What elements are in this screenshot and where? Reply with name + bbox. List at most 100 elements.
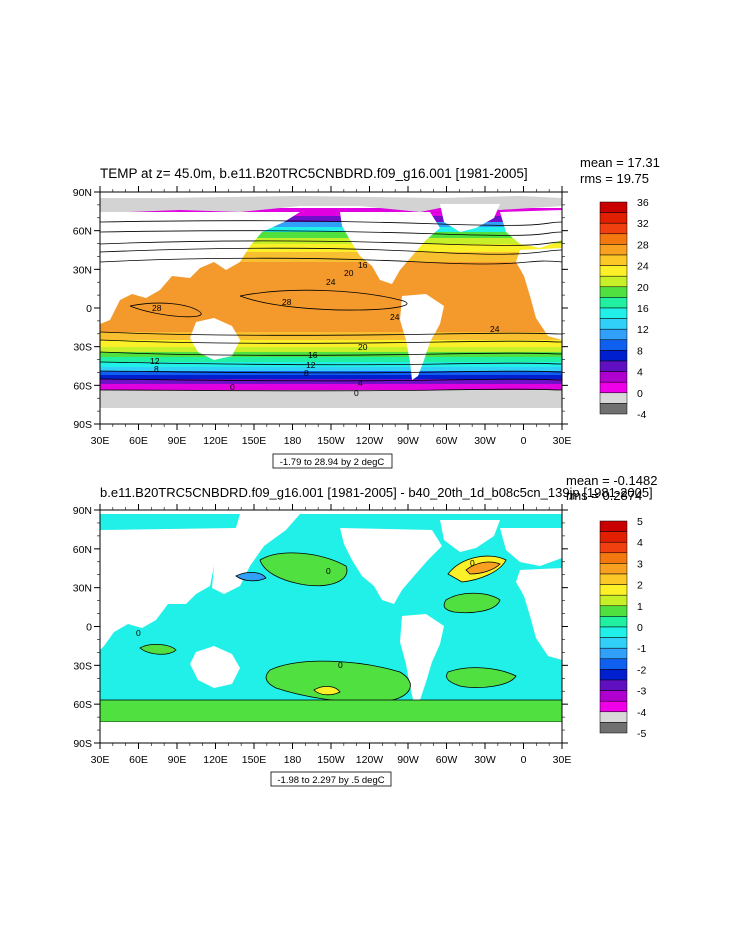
colorbar-swatch — [599, 254, 628, 266]
colorbar-label: 4 — [637, 367, 643, 379]
colorbar-label: 5 — [637, 516, 643, 528]
colorbar-swatch — [599, 318, 628, 330]
contour-label: 0 — [470, 558, 475, 568]
contour-label: 0 — [338, 660, 343, 670]
colorbar-label: 28 — [637, 239, 649, 251]
lon-label: 120W — [356, 435, 384, 447]
panel-1-colorbar: 36 32 28 24 20 16 12 8 4 0 -4 — [599, 197, 649, 421]
lat-label: 60N — [73, 544, 92, 556]
contour-label: 20 — [344, 268, 354, 278]
contour-label: 16 — [308, 350, 318, 360]
colorbar-swatch — [599, 637, 628, 649]
lon-label: 0 — [521, 435, 527, 447]
colorbar-label: 36 — [637, 197, 649, 209]
colorbar-swatch — [599, 350, 628, 362]
colorbar-swatch — [599, 690, 628, 702]
colorbar-swatch — [599, 371, 628, 383]
colorbar-swatch — [599, 328, 628, 341]
colorbar-swatch — [599, 520, 628, 532]
colorbar-swatch — [599, 275, 628, 288]
colorbar-label: 24 — [637, 261, 649, 273]
colorbar-swatch — [599, 297, 628, 309]
contour-label: 12 — [306, 360, 316, 370]
panel-1-range-box: -1.79 to 28.94 by 2 degC — [272, 453, 393, 469]
lat-label: 60S — [73, 380, 92, 392]
colorbar-swatch — [599, 381, 628, 394]
lat-label: 90S — [73, 419, 92, 431]
colorbar-label: -2 — [637, 664, 646, 676]
colorbar-label: 16 — [637, 303, 649, 315]
colorbar-swatch — [599, 233, 628, 245]
colorbar-swatch — [599, 584, 628, 596]
colorbar-swatch — [599, 711, 628, 723]
colorbar-label: 0 — [637, 388, 643, 400]
colorbar-swatch — [599, 658, 628, 670]
colorbar-swatch — [599, 392, 628, 404]
panel-2-title: b.e11.B20TRC5CNBDRD.f09_g16.001 [1981-20… — [100, 485, 653, 500]
colorbar-label: 1 — [637, 601, 643, 613]
lon-label: 0 — [521, 754, 527, 766]
colorbar-swatch — [599, 531, 628, 543]
panel-2-range-label: -1.98 to 2.297 by .5 degC — [277, 775, 384, 786]
colorbar-swatch — [599, 722, 628, 734]
colorbar-label: 2 — [637, 580, 643, 592]
contour-label: 28 — [152, 303, 162, 313]
lon-label: 180 — [284, 435, 302, 447]
contour-label: 12 — [150, 356, 160, 366]
lat-label: 90N — [73, 505, 92, 517]
contour-label: 16 — [358, 260, 368, 270]
contour-label: 0 — [354, 388, 359, 398]
lat-label: 30S — [73, 342, 92, 354]
lon-label: 150E — [242, 754, 267, 766]
lon-label: 90E — [168, 435, 187, 447]
contour-label: 0 — [230, 382, 235, 392]
colorbar-swatch — [599, 403, 628, 415]
panel-2-mean: mean = -0.1482 — [566, 473, 657, 488]
panel-1-title: TEMP at z= 45.0m, b.e11.B20TRC5CNBDRD.f0… — [100, 166, 528, 181]
lon-label: 60W — [436, 754, 458, 766]
lat-label: 0 — [86, 303, 92, 315]
lat-label: 30N — [73, 583, 92, 595]
lon-label: 60E — [129, 754, 148, 766]
lon-label: 150E — [242, 435, 267, 447]
lon-label: 30E — [553, 754, 572, 766]
colorbar-swatch — [599, 669, 628, 681]
colorbar-swatch — [599, 201, 628, 213]
colorbar-swatch — [599, 552, 628, 564]
colorbar-label: -3 — [637, 686, 646, 698]
colorbar-swatch — [599, 541, 628, 554]
panel-1-mean: mean = 17.31 — [580, 155, 660, 170]
panel-1-range-label: -1.79 to 28.94 by 2 degC — [280, 457, 385, 468]
lon-label: 90E — [168, 754, 187, 766]
lon-label: 30W — [474, 754, 496, 766]
lat-label: 90S — [73, 738, 92, 750]
lon-label: 30E — [553, 435, 572, 447]
colorbar-label: 20 — [637, 282, 649, 294]
colorbar-label: -1 — [637, 643, 646, 655]
lon-label: 90W — [397, 754, 419, 766]
contour-label: 24 — [390, 312, 400, 322]
lon-label: 150W — [317, 754, 345, 766]
lat-label: 0 — [86, 622, 92, 634]
panel-2-map-field: 0 0 0 0 — [100, 510, 562, 743]
colorbar-swatch — [599, 679, 628, 691]
colorbar-swatch — [599, 307, 628, 319]
colorbar-label: 4 — [637, 537, 643, 549]
colorbar-label: -4 — [637, 409, 646, 421]
colorbar-label: -4 — [637, 707, 646, 719]
colorbar-swatch — [599, 626, 628, 638]
contour-label: 24 — [490, 324, 500, 334]
panel-1-rms: rms = 19.75 — [580, 171, 649, 186]
contour-label: 8 — [154, 364, 159, 374]
lat-label: 30N — [73, 264, 92, 276]
contour-label: 8 — [304, 368, 309, 378]
panel-1-map-field: 28 28 24 24 20 16 24 20 16 12 8 12 8 4 0… — [100, 192, 562, 424]
colorbar-swatch — [599, 605, 628, 617]
colorbar-label: -5 — [637, 728, 646, 740]
contour-label: 24 — [326, 277, 336, 287]
lat-label: 30S — [73, 660, 92, 672]
lon-label: 120E — [203, 435, 228, 447]
colorbar-swatch — [599, 222, 628, 235]
colorbar-label: 32 — [637, 218, 649, 230]
